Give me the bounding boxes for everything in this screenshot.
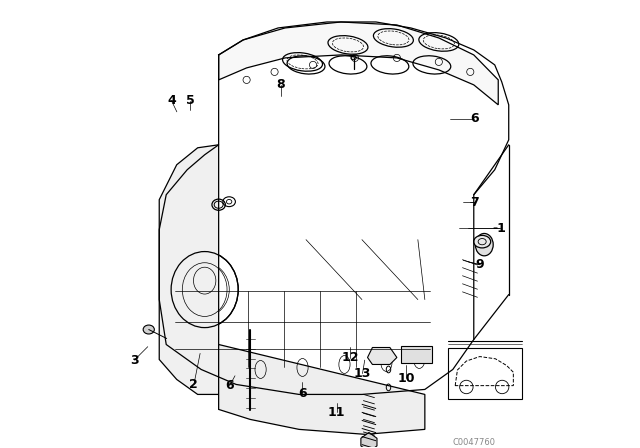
Text: 12: 12: [341, 351, 359, 364]
Ellipse shape: [476, 233, 493, 256]
Polygon shape: [367, 348, 397, 365]
Ellipse shape: [351, 56, 356, 60]
Text: 7: 7: [470, 196, 479, 209]
Text: 13: 13: [354, 367, 371, 380]
Text: 10: 10: [397, 371, 415, 384]
Text: 6: 6: [225, 379, 234, 392]
Text: 6: 6: [470, 112, 479, 125]
Ellipse shape: [474, 235, 491, 248]
Text: 11: 11: [328, 406, 346, 419]
Bar: [449, 348, 522, 399]
Text: 5: 5: [186, 94, 195, 107]
Text: 2: 2: [189, 378, 198, 391]
Text: 8: 8: [276, 78, 285, 91]
Text: -1: -1: [492, 222, 506, 235]
Text: 3: 3: [130, 353, 139, 366]
Text: 6: 6: [298, 387, 307, 400]
Polygon shape: [219, 345, 425, 435]
Polygon shape: [159, 145, 219, 394]
Polygon shape: [361, 432, 377, 448]
Text: 9: 9: [476, 258, 484, 271]
Text: 4: 4: [167, 94, 176, 107]
Ellipse shape: [143, 325, 154, 334]
Polygon shape: [219, 22, 499, 105]
Text: C0047760: C0047760: [452, 438, 495, 447]
Polygon shape: [401, 345, 432, 363]
